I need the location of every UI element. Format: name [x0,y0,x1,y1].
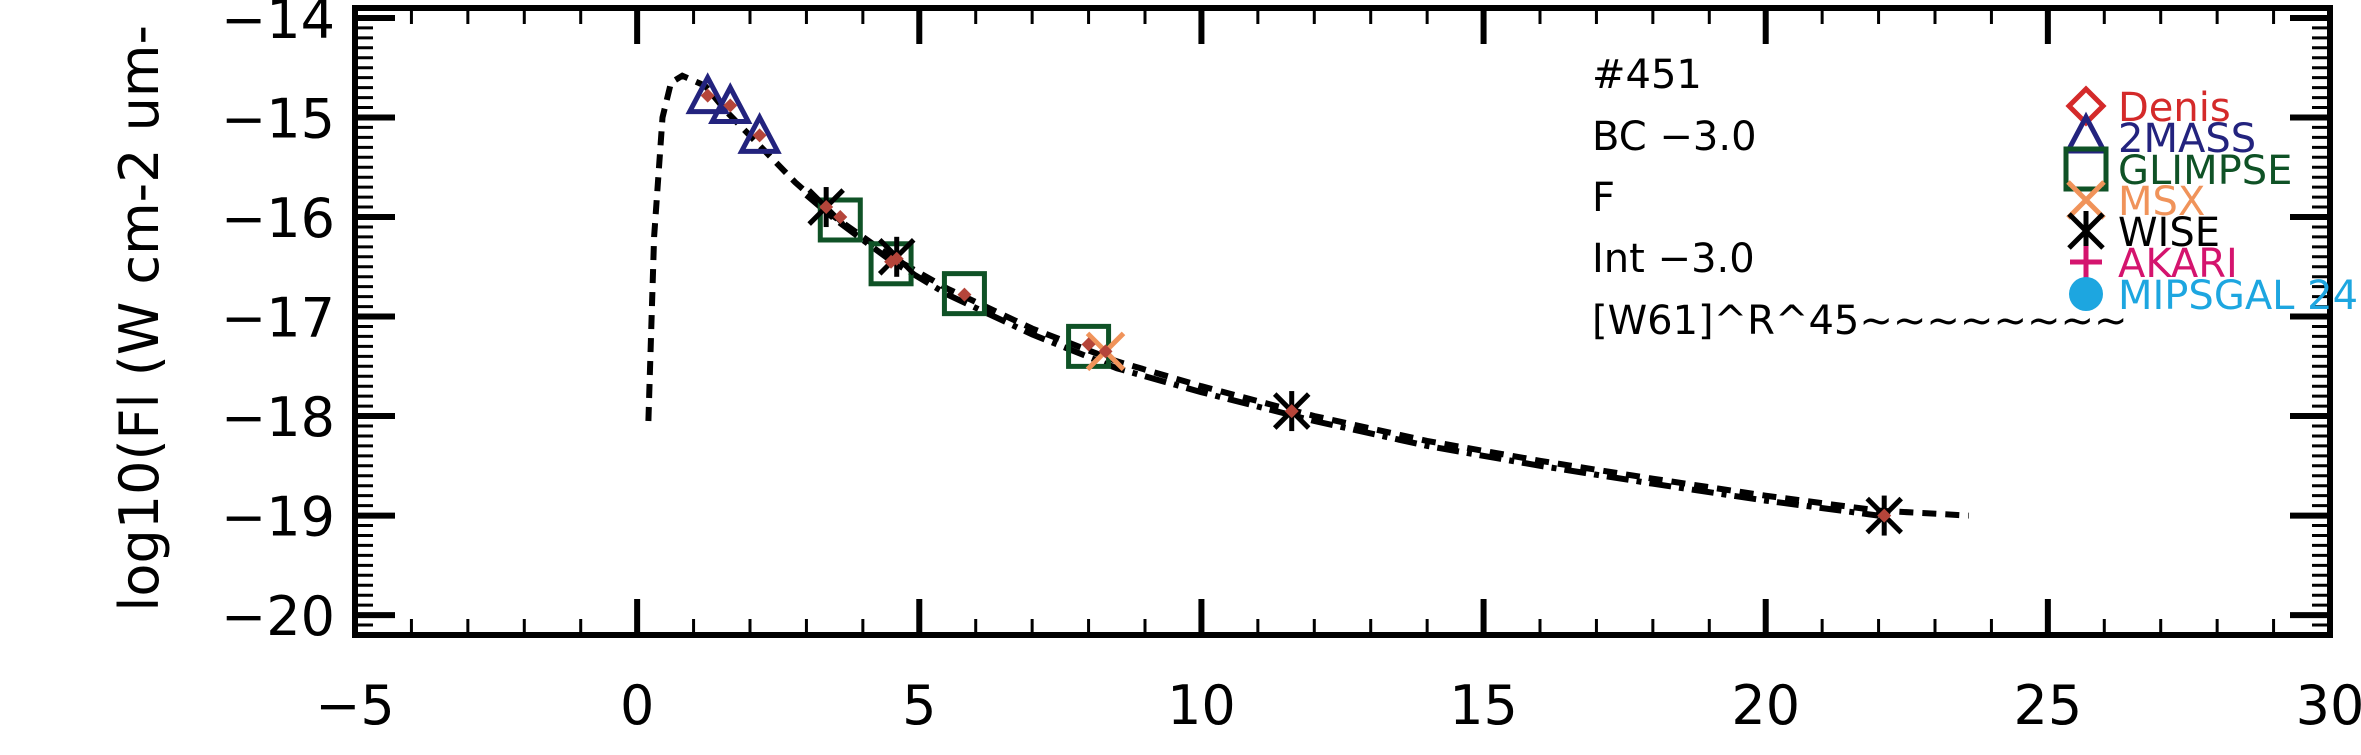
model-flux-point [700,88,715,103]
annotation-line: BC −3.0 [1592,114,1757,160]
legend-asterisk-icon [2067,211,2105,251]
triangle-marker-shape [737,112,782,154]
legend-plus-icon [2070,246,2102,278]
x-tick-label: 5 [902,674,936,737]
glimpse-point [868,241,914,287]
model-flux-point [819,200,834,215]
model-flux-point [723,98,738,113]
triangle-marker-shape [708,82,753,125]
y-tick-label: −20 [221,585,335,648]
ticks-layer: −14 −15 −16 −17 −18 −19 −20 −5 0 5 10 15 20 25 30 [221,0,2361,737]
x-marker-stroke [2066,180,2106,220]
legend-label: GLIMPSE [2118,148,2292,194]
2mass-point [685,72,730,115]
x-tick-label: 15 [1449,674,1518,737]
annotation-line: Int −3.0 [1592,236,1755,282]
model-flux-point [957,287,972,302]
triangle-marker-shape [685,72,730,115]
square-marker-shape [817,197,863,243]
y-tick-label: −19 [221,486,335,549]
model-flux-point [1081,337,1096,352]
model-flux-point [1284,404,1299,419]
square-marker-shape [868,241,914,287]
legend-label: Denis [2118,85,2231,131]
annotation-layer: #451 BC −3.0 F Int −3.0 [W61]^R^45~~~~~~~~ [1592,52,2128,344]
small-diamond-marker-shape [889,251,904,266]
legend-square-icon [2063,146,2109,192]
x-tick-label: 10 [1167,674,1236,737]
legend-triangle-icon [2063,111,2109,154]
y-axis-label: log10(Fl (W cm-2 um- [108,25,171,612]
model-flux-point [1098,344,1113,359]
series-layer [645,72,1970,536]
square-marker-shape [2063,146,2109,192]
legend-label: 2MASS [2118,116,2256,162]
annotation-line: #451 [1592,52,1702,98]
legend-label: MSX [2118,179,2205,225]
legend-circle-icon [2069,277,2103,311]
x-tick-label: 30 [2296,674,2361,737]
y-tick-label: −15 [221,87,335,150]
small-diamond-marker-shape [1098,344,1113,359]
dashed-model-line [645,72,1970,519]
2mass-point [708,82,753,125]
glimpse-point [817,197,863,243]
x-tick-label: 20 [1731,674,1800,737]
x-tick-label: 25 [2013,674,2082,737]
2mass-point [737,112,782,154]
model-flux-point [833,210,848,224]
y-tick-label: −17 [221,287,335,350]
small-diamond-marker-shape [723,98,738,113]
square-marker-shape [941,271,987,317]
legend-x-icon [2066,180,2106,220]
y-tick-label: −14 [221,0,335,51]
small-diamond-marker-shape [752,128,767,143]
y-tick-label: −18 [221,386,335,449]
plot-frame [352,5,2333,638]
legend-diamond-icon [2065,85,2107,127]
annotation-line: [W61]^R^45~~~~~~~~ [1592,298,2128,344]
x-tick-label: −5 [315,674,395,737]
model-flux-point [752,128,767,143]
small-diamond-marker-shape [833,210,848,224]
small-diamond-marker-shape [1284,404,1299,419]
y-tick-label: −16 [221,187,335,250]
legend-label: WISE [2118,210,2220,256]
annotation-line: F [1592,175,1615,221]
circle-marker-shape [2069,277,2103,311]
triangle-marker-shape [2063,111,2109,154]
small-diamond-marker-shape [957,287,972,302]
legend-label: AKARI [2118,241,2238,287]
glimpse-point [941,271,987,317]
diamond-marker-shape [2065,85,2107,127]
model-flux-point [889,251,904,266]
x-tick-label: 0 [620,674,654,737]
small-diamond-marker-shape [1877,508,1892,523]
axes-layer: log10(Fl (W cm-2 um- [108,5,2333,638]
small-diamond-marker-shape [700,88,715,103]
model-flux-point [884,254,899,269]
small-diamond-marker-shape [819,200,834,215]
small-diamond-marker-shape [884,254,899,269]
legend-label: MIPSGAL 24 [2118,273,2358,319]
model-flux-point [1877,508,1892,523]
small-diamond-marker-shape [1081,337,1096,352]
